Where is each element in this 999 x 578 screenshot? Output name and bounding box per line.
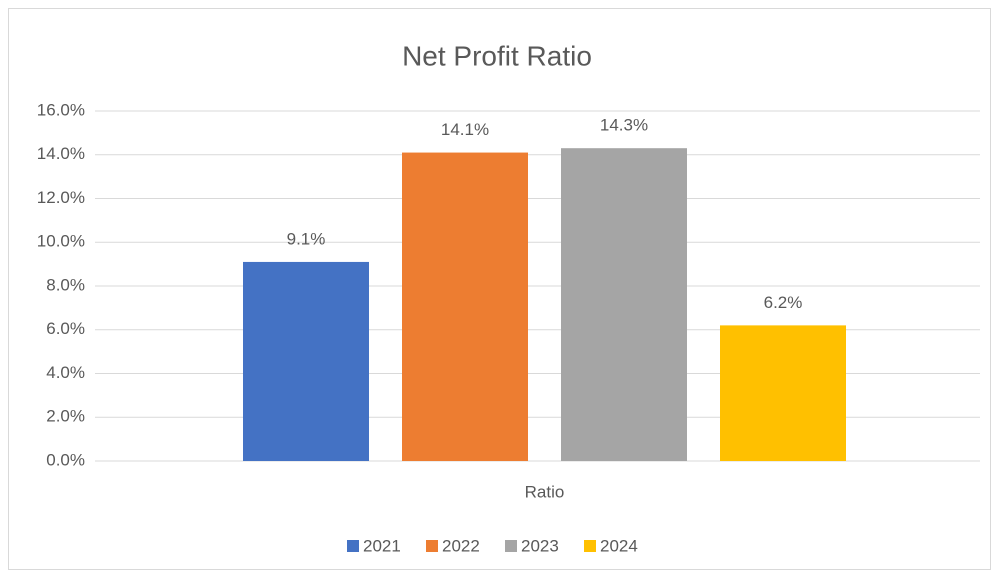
y-tick-label: 6.0% [46,319,85,338]
y-tick-label: 12.0% [37,188,85,207]
y-tick-label: 4.0% [46,363,85,382]
y-tick-label: 14.0% [37,144,85,163]
x-tick-label: Ratio [525,482,565,501]
legend-swatch [505,540,517,552]
data-label: 9.1% [287,229,326,248]
legend-label: 2024 [600,536,638,555]
legend-swatch [584,540,596,552]
y-tick-label: 0.0% [46,450,85,469]
y-tick-label: 8.0% [46,275,85,294]
legend-swatch [426,540,438,552]
bar [720,325,846,461]
legend-swatch [347,540,359,552]
legend-label: 2023 [521,536,559,555]
bar [561,148,687,461]
y-tick-label: 2.0% [46,407,85,426]
legend-label: 2021 [363,536,401,555]
bar [402,152,528,461]
data-label: 14.1% [441,120,489,139]
chart-title: Net Profit Ratio [402,40,592,71]
bar [243,261,369,461]
data-label: 6.2% [764,293,803,312]
y-tick-label: 16.0% [37,100,85,119]
y-tick-label: 10.0% [37,232,85,251]
data-label: 14.3% [600,116,648,135]
legend-label: 2022 [442,536,480,555]
